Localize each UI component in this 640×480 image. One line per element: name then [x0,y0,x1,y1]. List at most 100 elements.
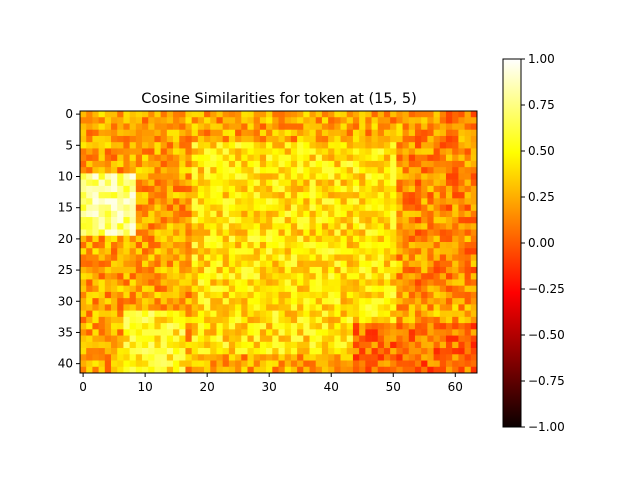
heatmap-cell [148,260,155,268]
heatmap-cell [135,341,143,349]
heatmap-cell [235,285,242,293]
heatmap-cell [290,323,298,330]
heatmap-cell [290,310,298,318]
heatmap-cell [166,335,174,343]
heatmap-cell [284,279,292,287]
heatmap-cell [191,148,199,156]
heatmap-cell [216,167,224,174]
x-tick-label: 0 [79,380,87,394]
heatmap-cell [222,329,230,336]
heatmap-cell [179,192,186,199]
heatmap-cell [328,154,335,162]
heatmap-cell [458,260,465,268]
heatmap-cell [216,235,224,243]
heatmap-cell [197,329,205,336]
heatmap-cell [303,248,310,255]
heatmap-cell [259,135,267,143]
heatmap-cell [247,304,255,311]
heatmap-cell [414,291,422,299]
heatmap-cell [104,173,112,180]
heatmap-cell [228,223,236,230]
heatmap-cell [414,248,422,255]
heatmap-cell [129,223,137,230]
heatmap-cell [197,291,205,299]
heatmap-cell [284,185,292,193]
heatmap-cell [396,217,403,224]
heatmap-cell [191,160,199,168]
heatmap-cell [383,185,391,193]
heatmap-cell [166,192,174,199]
heatmap-cell [309,111,317,118]
heatmap-cell [290,235,298,243]
heatmap-cell [123,129,130,137]
heatmap-cell [253,135,261,143]
heatmap-cell [321,354,329,361]
heatmap-cell [396,185,403,193]
heatmap-cell [210,217,217,224]
heatmap-cell [452,135,459,143]
heatmap-cell [235,154,242,162]
heatmap-cell [421,254,428,262]
heatmap-cell [135,167,143,174]
heatmap-cell [321,135,329,143]
heatmap-cell [228,179,236,187]
heatmap-cell [98,254,106,262]
heatmap-cell [241,179,248,187]
heatmap-cell [247,235,255,243]
heatmap-cell [123,291,130,299]
heatmap-cell [142,142,149,149]
heatmap-cell [445,173,453,180]
heatmap-cell [433,154,441,162]
heatmap-cell [414,179,422,187]
heatmap-cell [402,279,410,287]
heatmap-cell [104,229,112,237]
heatmap-cell [383,273,391,280]
heatmap-cell [328,304,335,311]
heatmap-cell [383,354,391,361]
heatmap-cell [328,298,335,305]
heatmap-cell [117,123,124,131]
heatmap-cell [303,266,310,274]
heatmap-cell [247,117,255,124]
heatmap-cell [414,123,422,131]
heatmap-cell [123,154,130,162]
heatmap-cell [123,242,130,249]
heatmap-cell [284,316,292,324]
heatmap-cell [421,360,428,368]
heatmap-cell [334,135,341,143]
heatmap-cell [452,248,459,255]
heatmap-cell [464,210,472,218]
heatmap-cell [290,341,298,349]
heatmap-cell [166,273,174,280]
heatmap-cell [92,366,99,374]
heatmap-cell [408,167,416,174]
heatmap-cell [334,335,341,343]
heatmap-cell [117,291,124,299]
heatmap-cell [352,360,360,368]
heatmap-cell [402,348,410,355]
heatmap-cell [315,160,323,168]
heatmap-cell [297,154,304,162]
heatmap-cell [135,298,143,305]
heatmap-cell [346,266,354,274]
heatmap-cell [235,279,242,287]
heatmap-cell [123,235,130,243]
heatmap-cell [359,285,366,293]
heatmap-cell [253,266,261,274]
heatmap-cell [235,160,242,168]
heatmap-cell [259,266,267,274]
heatmap-cell [235,248,242,255]
heatmap-cell [228,266,236,274]
heatmap-cell [154,316,161,324]
heatmap-cell [104,316,112,324]
heatmap-cell [352,285,360,293]
heatmap-cell [334,285,341,293]
heatmap-cell [129,198,137,205]
heatmap-cell [148,335,155,343]
heatmap-cell [197,298,205,305]
heatmap-cell [328,279,335,287]
heatmap-cell [421,123,428,131]
heatmap-cell [321,217,329,224]
heatmap-cell [80,266,87,274]
heatmap-cell [321,198,329,205]
